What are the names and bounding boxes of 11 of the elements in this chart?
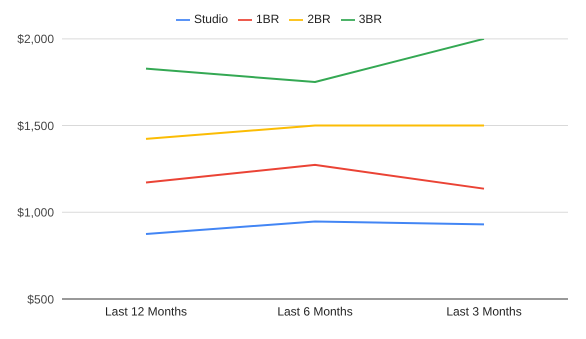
y-tick-label: $1,500: [17, 118, 54, 133]
y-tick-label: $2,000: [17, 32, 54, 46]
y-tick-label: $500: [27, 292, 54, 306]
x-tick-label: Last 6 Months: [277, 304, 353, 319]
x-tick-label: Last 3 Months: [446, 304, 522, 319]
legend-label: 1BR: [256, 12, 280, 26]
legend-label: 2BR: [307, 12, 331, 26]
y-tick-label: $1,000: [17, 206, 54, 220]
x-tick-label: Last 12 Months: [104, 304, 188, 319]
legend-label: 3BR: [358, 12, 382, 26]
legend-label: Studio: [194, 12, 228, 26]
